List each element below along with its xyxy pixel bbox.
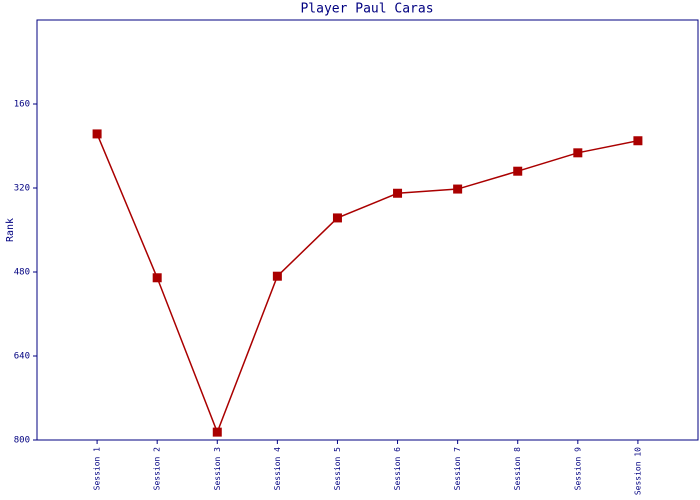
point-marker (272, 271, 282, 281)
point-marker (152, 273, 162, 283)
x-tick-label: Session 10 (633, 447, 642, 495)
point-marker (212, 427, 222, 437)
y-tick-label: 320 (14, 184, 30, 194)
point-marker (92, 129, 102, 139)
point-marker (393, 188, 403, 198)
x-tick-label: Session 2 (153, 447, 162, 491)
series-line (96, 133, 639, 435)
x-tick-label: Session 9 (573, 447, 582, 491)
chart-title: Player Paul Caras (300, 2, 433, 17)
point-marker (332, 213, 342, 223)
point-marker (573, 148, 583, 158)
point-marker (513, 166, 523, 176)
plot-frame (36, 19, 699, 441)
y-tick-label: 480 (14, 268, 30, 278)
x-tick-label: Session 7 (453, 447, 462, 491)
x-tick-label: Session 3 (213, 447, 222, 491)
x-tick-label: Session 6 (393, 447, 402, 491)
y-tick-label: 640 (14, 352, 30, 362)
x-tick-label: Session 1 (93, 447, 102, 491)
x-tick-label: Session 4 (273, 447, 282, 491)
point-marker (633, 136, 643, 146)
y-tick-label: 160 (14, 100, 30, 110)
y-axis-label: Rank (5, 218, 16, 242)
point-marker (453, 184, 463, 194)
y-tick-label: 800 (14, 436, 30, 446)
x-tick-label: Session 8 (513, 447, 522, 491)
x-tick-label: Session 5 (333, 447, 342, 491)
